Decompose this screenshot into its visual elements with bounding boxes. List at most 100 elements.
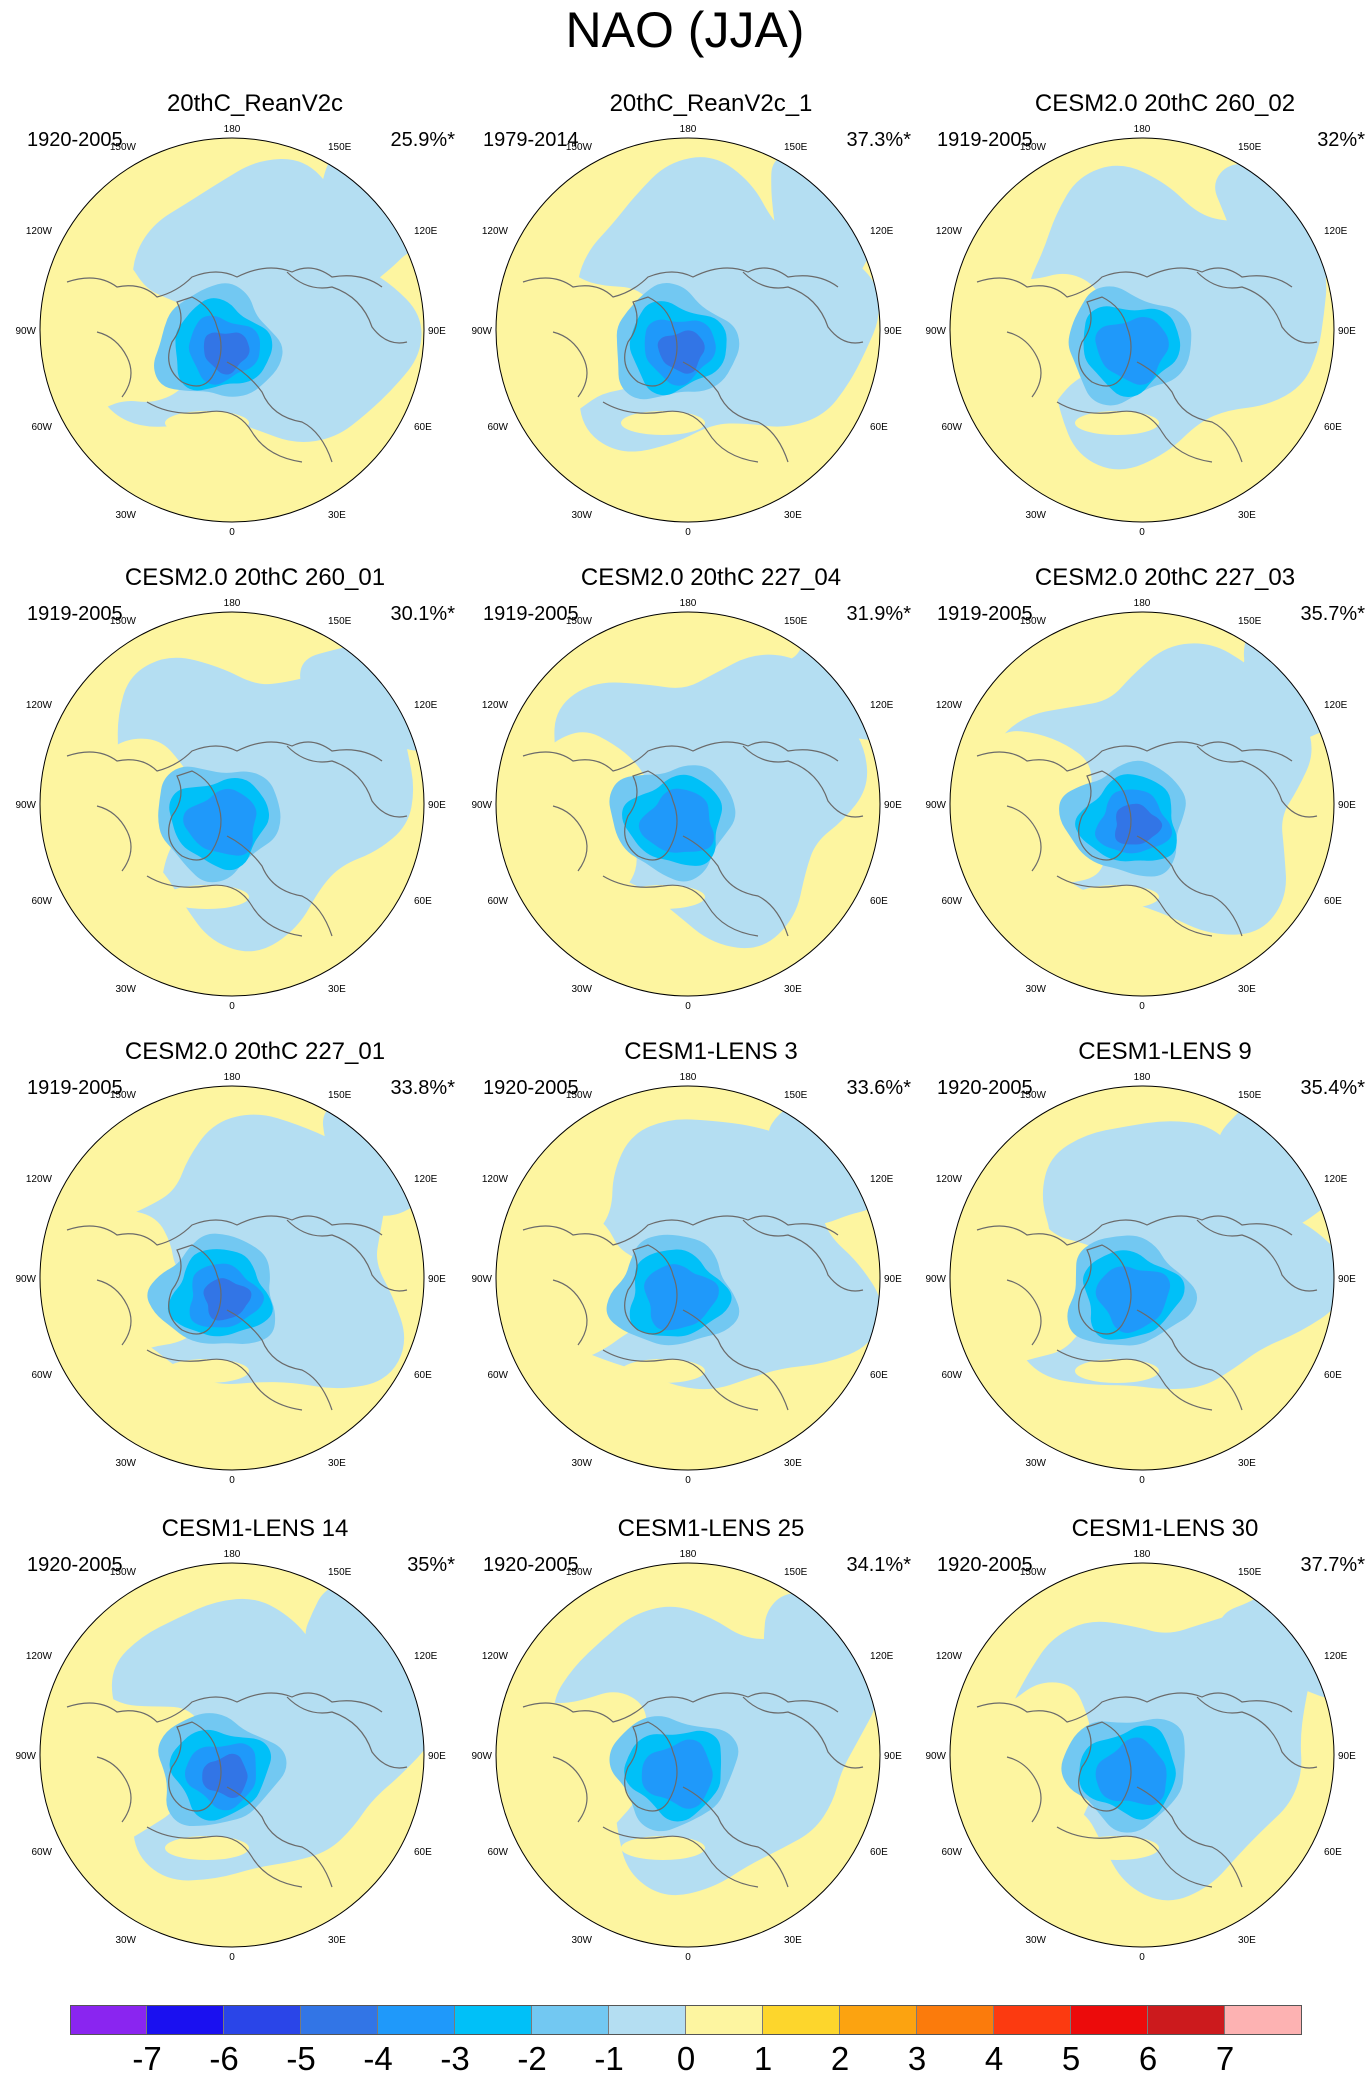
longitude-label: 150W (1020, 616, 1047, 627)
longitude-label: 60W (487, 1847, 508, 1858)
map-panel: CESM2.0 20thC 227_04 1919-2005 31.9%* 180 0 1… (471, 562, 939, 1032)
coastline (1196, 1219, 1318, 1292)
figure-title: NAO (JJA) (565, 2, 805, 58)
period-label: 1920-2005 (483, 1077, 579, 1099)
longitude-label: 120E (1324, 1651, 1348, 1662)
longitude-label: 60W (487, 1370, 508, 1381)
coastline (66, 267, 383, 298)
longitude-label: 30W (571, 1935, 592, 1946)
period-label: 1920-2005 (27, 129, 123, 151)
coastline (286, 745, 408, 818)
panel-title: CESM1-LENS 9 (1078, 1038, 1252, 1065)
longitude-label: 90E (884, 800, 902, 811)
longitude-label: 0 (1139, 1475, 1145, 1486)
coastline (742, 271, 864, 344)
longitude-label: 60E (870, 1370, 888, 1381)
coastline (976, 1215, 1293, 1246)
longitude-label: 150W (566, 616, 593, 627)
longitude-label: 60E (1324, 1370, 1342, 1381)
coastline (1006, 805, 1042, 872)
longitude-label: 180 (1134, 1549, 1151, 1560)
longitude-label: 150W (1020, 142, 1047, 153)
colorbar-tick-label: 3 (907, 2040, 927, 2077)
longitude-label: 30W (1025, 1458, 1046, 1469)
low-pressure-core (1095, 316, 1169, 385)
colorbar-tick-label: -7 (132, 2040, 162, 2077)
longitude-label: 150E (784, 616, 808, 627)
longitude-label: 120W (936, 1174, 963, 1185)
longitude-label: 150W (566, 1567, 593, 1578)
longitude-label: 120E (1324, 1174, 1348, 1185)
coastline (1056, 1349, 1213, 1411)
longitude-label: 120E (414, 1174, 438, 1185)
coastline (226, 1309, 333, 1411)
high-pressure-core (165, 1359, 249, 1383)
coastline (976, 1692, 1293, 1723)
longitude-label: 60W (31, 422, 52, 433)
variance-label: 35.7%* (1300, 603, 1366, 625)
colorbar-tick-label: 4 (984, 2040, 1004, 2077)
period-label: 1919-2005 (937, 603, 1033, 625)
colorbar-swatch (378, 2005, 455, 2035)
variance-label: 33.8%* (390, 1077, 456, 1099)
longitude-label: 150E (1238, 616, 1262, 627)
longitude-label: 120W (26, 700, 53, 711)
period-label: 1920-2005 (483, 1554, 579, 1576)
longitude-label: 120W (936, 226, 963, 237)
longitude-label: 150E (1238, 1567, 1262, 1578)
polar-map: 180 0 150W 150E 120W 120E 90W 90E 60W 60E 30W 30E (471, 124, 902, 538)
longitude-label: 120E (414, 226, 438, 237)
colorbar-swatch (224, 2005, 301, 2035)
coastline (96, 1756, 132, 1823)
positive-region (40, 1691, 203, 1852)
coastline (1056, 401, 1213, 463)
high-pressure-core (1075, 1836, 1159, 1860)
longitude-label: 30W (115, 1458, 136, 1469)
coastline (1006, 1756, 1042, 1823)
panel-title: CESM1-LENS 30 (1071, 1515, 1259, 1542)
map-panel: 20thC_ReanV2c 1920-2005 25.9%* 180 0 150W 150E… (15, 88, 483, 558)
coastline (168, 296, 222, 387)
longitude-label: 120E (870, 1651, 894, 1662)
low-pressure-core (202, 1753, 248, 1798)
longitude-label: 60W (941, 896, 962, 907)
map-panel: CESM2.0 20thC 260_01 1919-2005 30.1%* 180 0 1… (15, 562, 483, 1032)
coastline (66, 1215, 383, 1246)
longitude-label: 30W (115, 1935, 136, 1946)
longitude-label: 60E (414, 896, 432, 907)
coastline (66, 741, 383, 772)
coastline (96, 805, 132, 872)
low-pressure-core (203, 1278, 252, 1321)
coastline (1136, 1309, 1243, 1411)
longitude-label: 90E (1338, 1751, 1356, 1762)
longitude-label: 60W (487, 422, 508, 433)
longitude-label: 30W (1025, 984, 1046, 995)
map-border (39, 1085, 425, 1471)
period-label: 1920-2005 (937, 1554, 1033, 1576)
longitude-label: 150W (566, 142, 593, 153)
longitude-label: 30E (1238, 510, 1256, 521)
longitude-label: 30E (328, 984, 346, 995)
coastline (1196, 1696, 1318, 1769)
coastline (522, 741, 839, 772)
longitude-label: 120W (936, 1651, 963, 1662)
coastline (552, 1756, 588, 1823)
longitude-label: 30E (1238, 1935, 1256, 1946)
positive-region (496, 1692, 647, 1854)
negative-region (317, 142, 424, 284)
longitude-label: 120W (26, 1651, 53, 1662)
longitude-label: 30W (571, 1458, 592, 1469)
period-label: 1979-2014 (483, 129, 579, 151)
colorbar-frame (70, 2005, 1302, 2035)
coastline (1136, 835, 1243, 937)
map-panel: CESM2.0 20thC 227_03 1919-2005 35.7%* 180 0 1… (925, 562, 1370, 1032)
longitude-label: 150W (110, 142, 137, 153)
longitude-label: 0 (685, 527, 691, 538)
coastline (1136, 361, 1243, 463)
longitude-label: 150W (1020, 1090, 1047, 1101)
longitude-label: 60E (870, 896, 888, 907)
map-border (949, 137, 1335, 523)
coastline (976, 741, 1293, 772)
longitude-label: 150E (1238, 1090, 1262, 1101)
longitude-label: 30E (328, 510, 346, 521)
